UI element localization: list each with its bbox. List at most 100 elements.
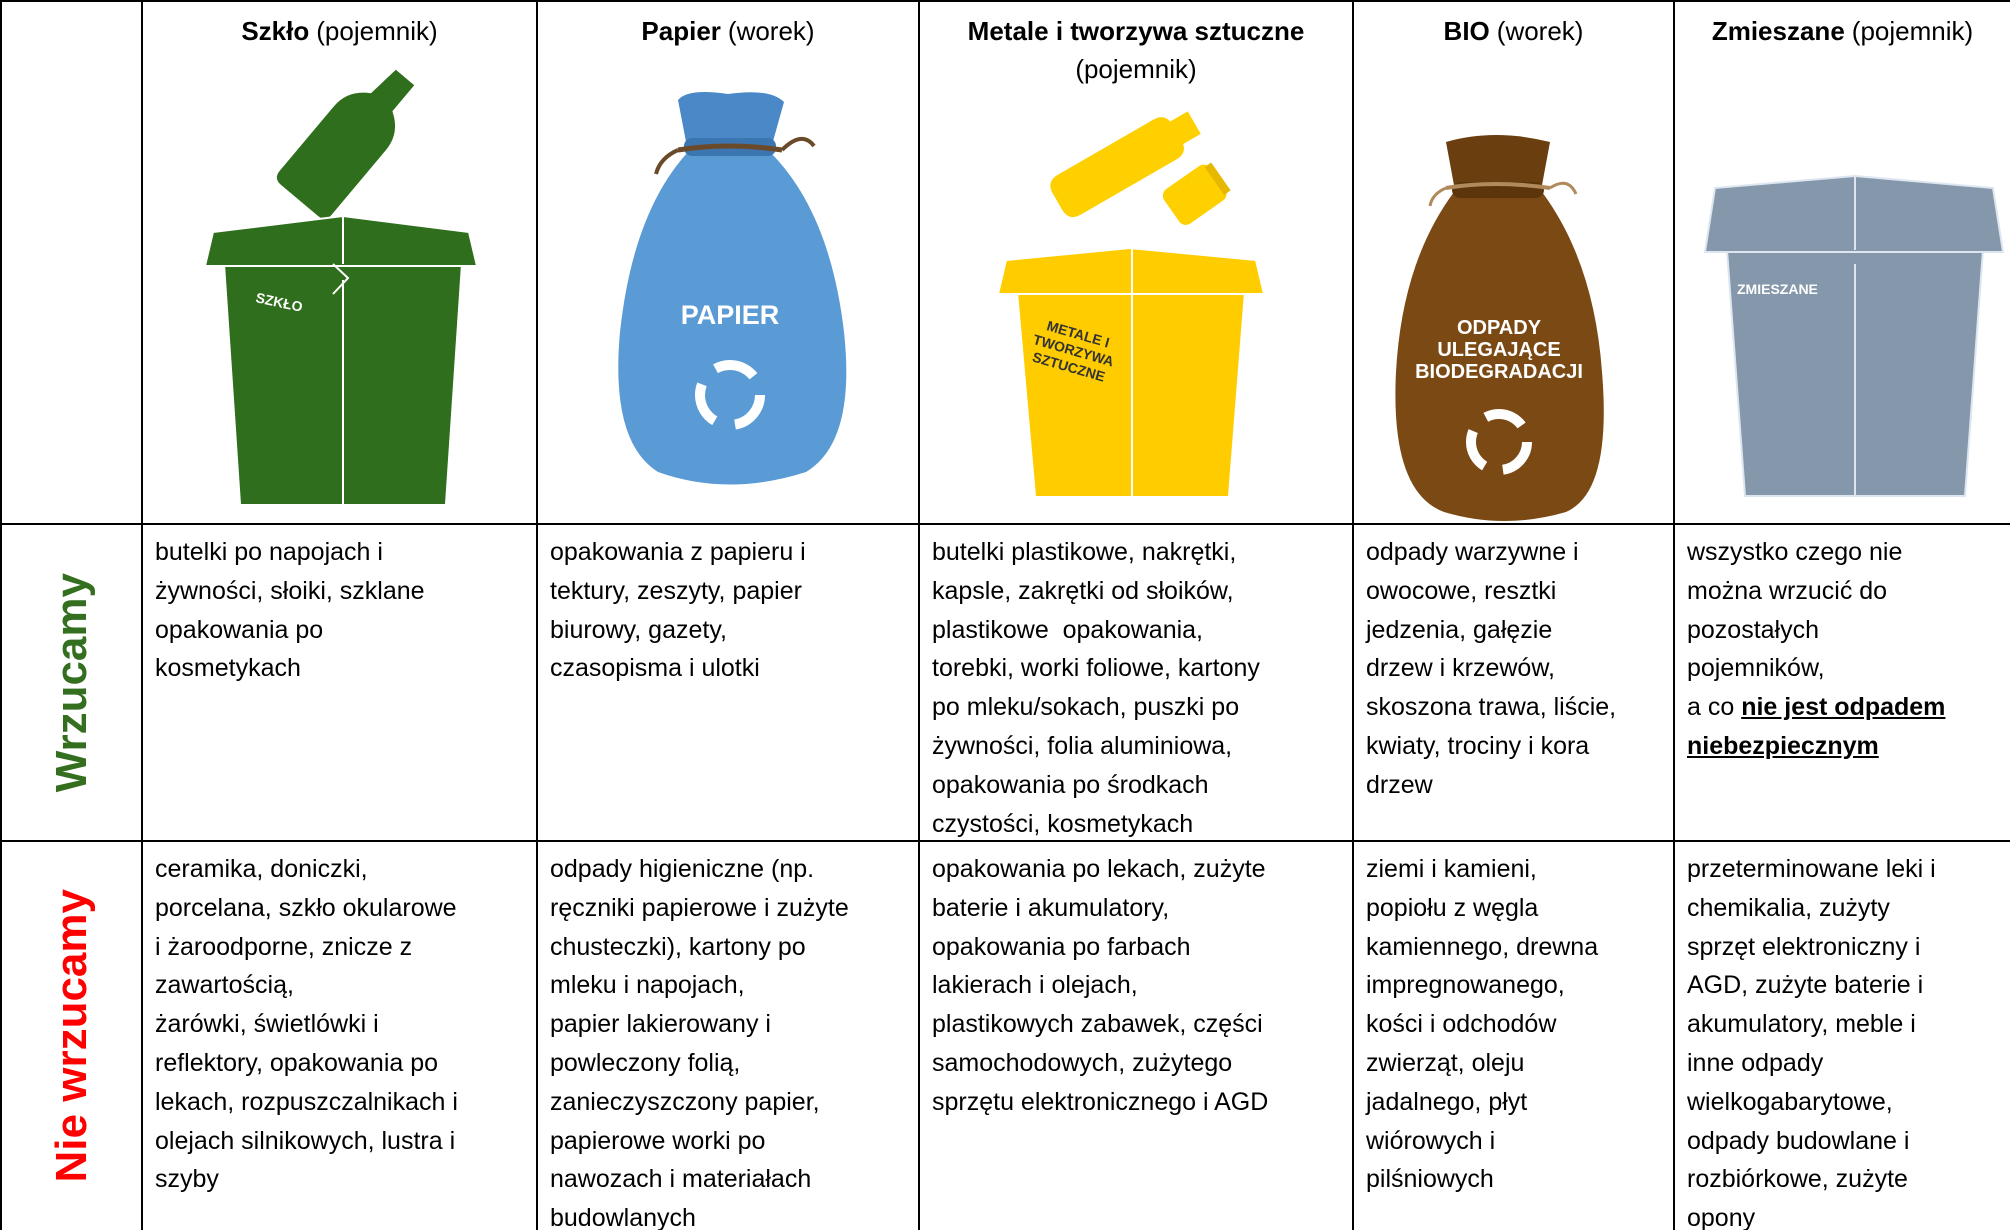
column-title: Papier (worek) — [538, 2, 918, 50]
text-line: chusteczki), kartony po — [550, 932, 806, 961]
column-note: (worek) — [727, 16, 815, 46]
column-title: Szkło (pojemnik) — [143, 2, 536, 50]
text-line: kapsle, zakrętki od słoików, — [932, 576, 1234, 605]
text-line: i żaroodporne, znicze z — [155, 932, 413, 961]
text-line: powleczony folią, — [550, 1048, 741, 1077]
row-label: Wrzucamy — [46, 572, 96, 793]
text-line: opakowania z papieru i — [550, 538, 806, 566]
corner-cell — [0, 0, 141, 523]
text-line: przeterminowane leki i — [1687, 855, 1936, 883]
text-line: odpady budowlane i — [1687, 1126, 1910, 1155]
text-line: opakowania po — [155, 615, 324, 644]
column-title: BIO (worek) — [1354, 2, 1673, 50]
text-line: kości i odchodów — [1366, 1010, 1557, 1039]
text-line: zanieczyszczony papier, — [550, 1087, 820, 1116]
header-cell: PAPIER Papier (worek) — [536, 0, 918, 523]
text-line: pozostałych — [1687, 615, 1820, 644]
text-line: opakowania po środkach — [932, 770, 1209, 799]
text-line: ceramika, doniczki, — [155, 855, 368, 883]
text-line: ręczniki papierowe i zużyte — [550, 893, 849, 922]
text-line: opony — [1687, 1204, 1756, 1230]
text-line: nawozach i materiałach — [550, 1165, 812, 1194]
mixed-bin-illustration: ZMIESZANE — [1703, 174, 2005, 497]
text-line: rozbiórkowe, zużyte — [1687, 1165, 1908, 1194]
text-line: żywności, słoiki, szklane — [155, 576, 425, 605]
text-line: a co nie jest odpadem — [1687, 688, 2010, 727]
text-line: reflektory, opakowania po — [155, 1048, 439, 1077]
header-cell: ZMIESZANE Zmieszane (pojemnik) — [1673, 0, 2010, 523]
body-cell: opakowania z papieru i tektury, zeszyty, … — [536, 523, 918, 840]
glass-bin-illustration: SZKŁO — [203, 69, 479, 504]
bag-label: ODPADY — [1457, 317, 1542, 339]
text-line: zawartością, — [155, 971, 294, 1000]
text-line: skoszona trawa, liście, — [1366, 693, 1617, 722]
text-line: papierowe worki po — [550, 1126, 766, 1155]
row-label-cell: Wrzucamy — [0, 523, 141, 840]
body-cell: butelki plastikowe, nakrętki, kapsle, zak… — [918, 523, 1352, 840]
column-name: Metale i tworzywa sztuczne — [967, 16, 1305, 46]
text-line: lekach, rozpuszczalnikach i — [155, 1087, 458, 1116]
text-line: odpady higieniczne (np. — [550, 855, 815, 883]
text-line: akumulatory, meble i — [1687, 1010, 1916, 1039]
column-name: Papier — [641, 16, 721, 46]
body-cell: wszystko czego nie można wrzucić do pozost… — [1673, 523, 2010, 840]
text-line: AGD, zużyte baterie i — [1687, 971, 1924, 1000]
column-note: (pojemnik) — [1075, 54, 1197, 84]
text-line: torebki, worki foliowe, kartony — [932, 654, 1260, 683]
body-cell: odpady warzywne i owocowe, resztki jedzeni… — [1352, 523, 1673, 840]
text-line: papier lakierowany i — [550, 1010, 771, 1039]
text-line: chemikalia, zużyty — [1687, 893, 1890, 922]
text-line: sprzętu elektronicznego i AGD — [932, 1087, 1269, 1116]
body-cell: ceramika, doniczki, porcelana, szkło okul… — [141, 840, 536, 1230]
text-line: olejach silnikowych, lustra i — [155, 1126, 456, 1155]
header-cell: METALE I TWORZYWA SZTUCZNE Metale i twor… — [918, 0, 1352, 523]
text-line: zwierząt, oleju — [1366, 1048, 1525, 1077]
text-line: baterie i akumulatory, — [932, 893, 1170, 922]
column-title: Zmieszane (pojemnik) — [1675, 2, 2010, 50]
paper-bag-illustration: PAPIER — [618, 92, 847, 485]
bag-label: PAPIER — [681, 300, 780, 330]
text-segment: niebezpiecznym — [1687, 731, 1879, 760]
bag-label: ULEGAJĄCE — [1437, 339, 1560, 361]
text-line: jadalnego, płyt — [1366, 1087, 1528, 1116]
bin-label: ZMIESZANE — [1737, 281, 1818, 297]
text-line: lakierach i olejach, — [932, 971, 1138, 1000]
text-line: budowlanych — [550, 1204, 696, 1230]
column-name: Zmieszane — [1711, 16, 1845, 46]
text-line: butelki po napojach i — [155, 538, 383, 566]
text-line: plastikowych zabawek, części — [932, 1010, 1263, 1039]
column-note: (worek) — [1496, 16, 1584, 46]
text-segment: a co — [1687, 693, 1742, 722]
text-line: wielkogabarytowe, — [1687, 1087, 1893, 1116]
text-line: pojemników, — [1687, 654, 1825, 683]
text-line: po mleku/sokach, puszki po — [932, 693, 1240, 722]
text-line: kosmetykach — [155, 654, 301, 683]
body-cell: odpady higieniczne (np. ręczniki papierow… — [536, 840, 918, 1230]
bio-bag-illustration: ODPADY ULEGAJĄCE BIODEGRADACJI — [1395, 135, 1604, 521]
column-name: Szkło — [241, 16, 310, 46]
bag-label: BIODEGRADACJI — [1415, 361, 1583, 383]
text-line: plastikowe opakowania, — [932, 615, 1203, 644]
body-cell: opakowania po lekach, zużyte baterie i ak… — [918, 840, 1352, 1230]
body-cell: ziemi i kamieni, popiołu z węgla kamienneg… — [1352, 840, 1673, 1230]
text-line: czystości, kosmetykach — [932, 809, 1194, 838]
text-line: pilśniowych — [1366, 1165, 1494, 1194]
header-cell: ODPADY ULEGAJĄCE BIODEGRADACJI BIO (worek… — [1352, 0, 1673, 523]
text-line: biurowy, gazety, — [550, 615, 727, 644]
header-cell: SZKŁO Szkło (pojemnik) — [141, 0, 536, 523]
column-title: Metale i tworzywa sztuczne (pojemnik) — [920, 2, 1352, 88]
text-line: butelki plastikowe, nakrętki, — [932, 538, 1237, 566]
text-line: impregnowanego, — [1366, 971, 1565, 1000]
metal-plastic-bin-illustration: METALE I TWORZYWA SZTUCZNE — [996, 111, 1266, 496]
text-line: niebezpiecznym — [1687, 727, 2010, 766]
text-line: kwiaty, trociny i kora — [1366, 731, 1590, 760]
text-line: czasopisma i ulotki — [550, 654, 760, 683]
body-cell: przeterminowane leki i chemikalia, zużyty… — [1673, 840, 2010, 1230]
text-line: sprzęt elektroniczny i — [1687, 932, 1921, 961]
column-note: (pojemnik) — [1851, 16, 1974, 46]
text-line: ziemi i kamieni, — [1366, 855, 1537, 883]
text-line: inne odpady — [1687, 1048, 1824, 1077]
text-line: szyby — [155, 1165, 219, 1194]
row-label: Nie wrzucamy — [46, 889, 96, 1183]
